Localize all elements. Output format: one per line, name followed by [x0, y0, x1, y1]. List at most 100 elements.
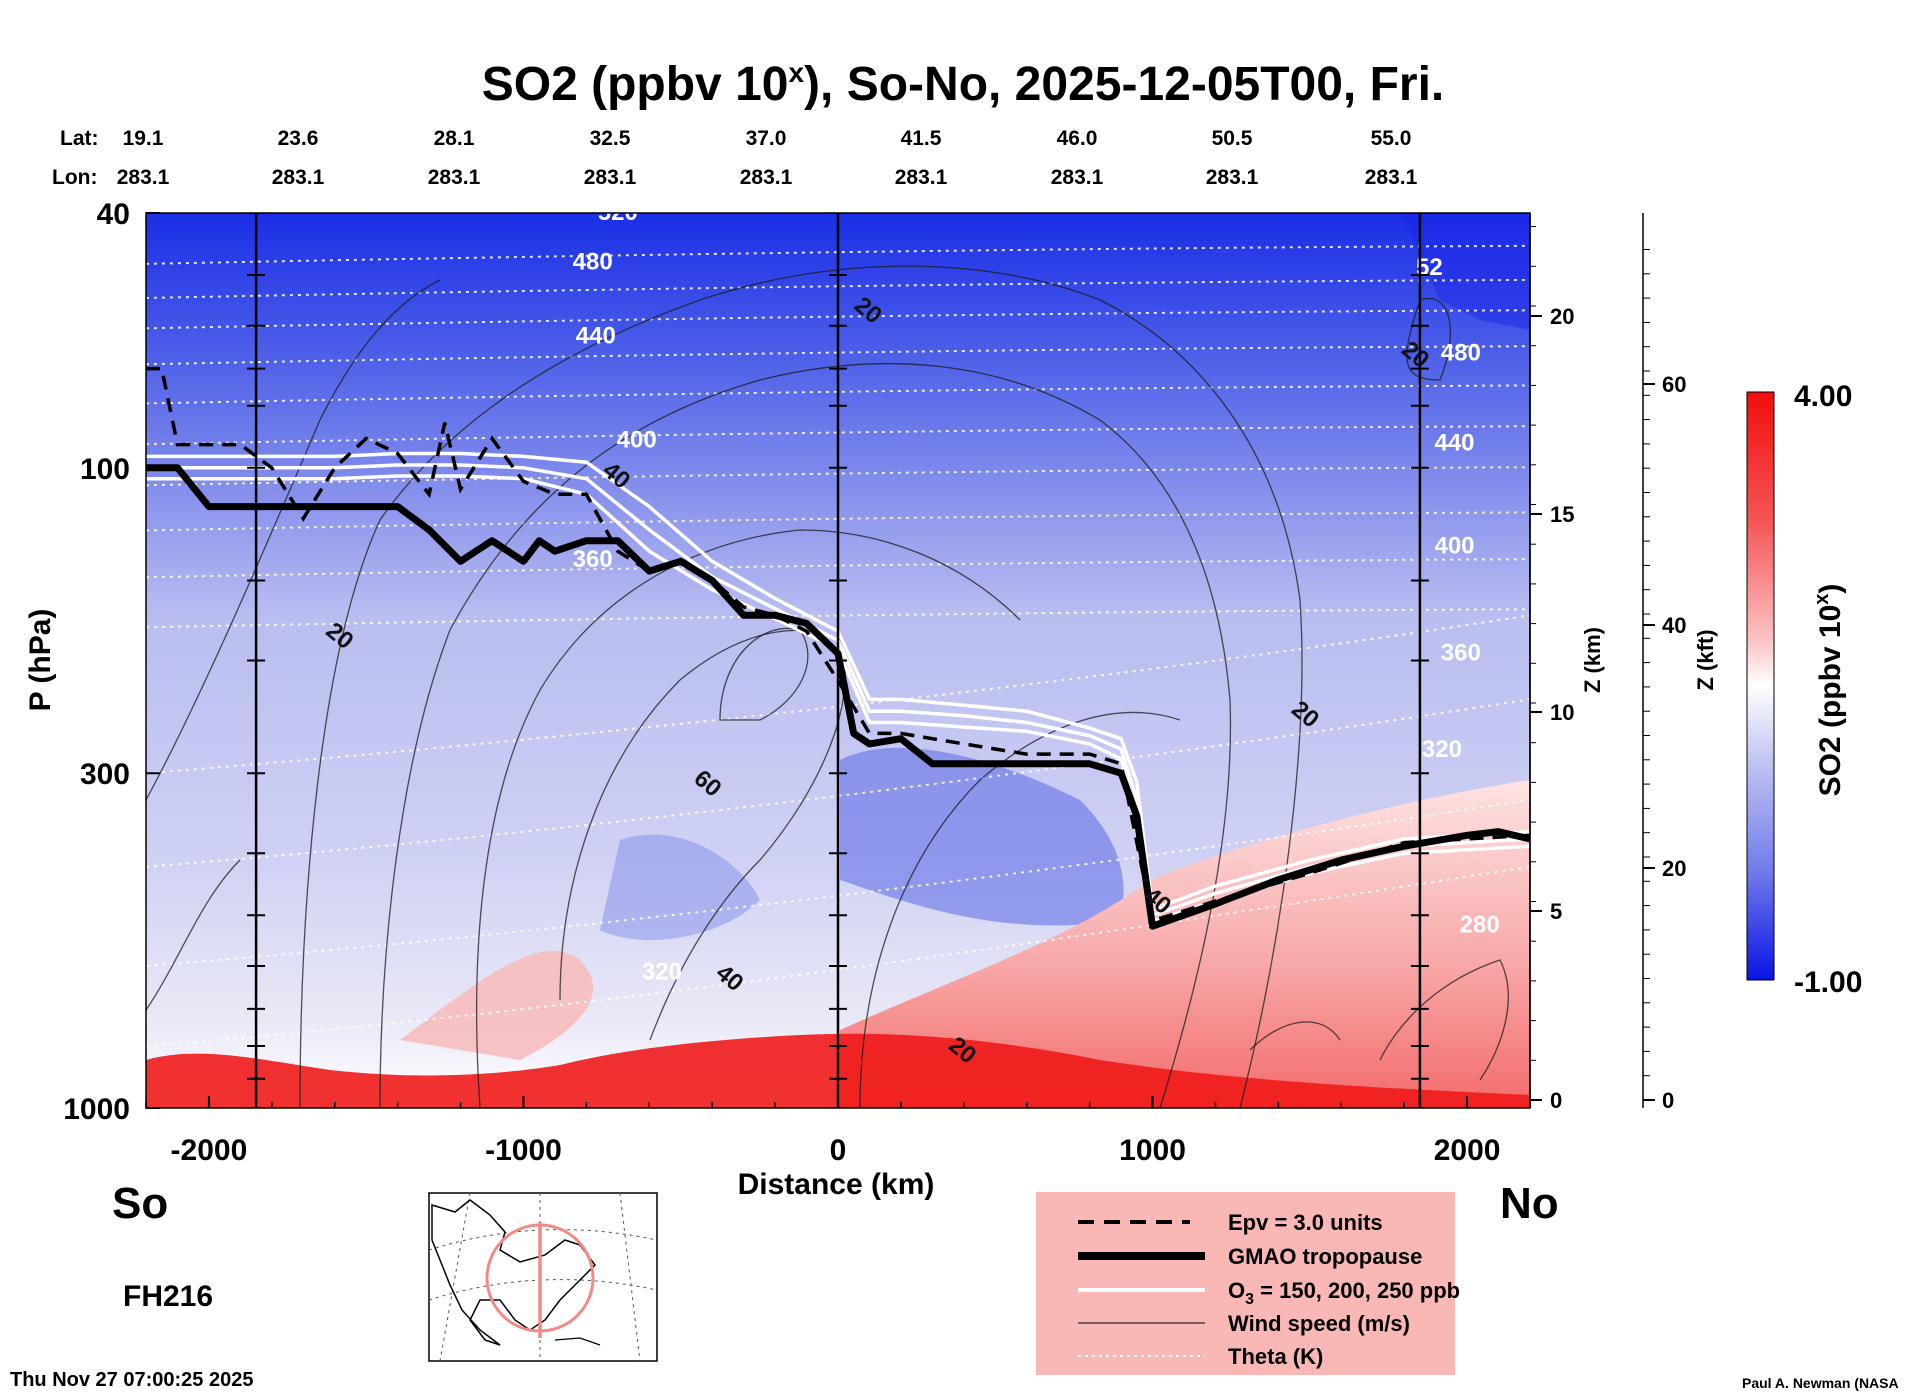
z-km-tick-label: 15	[1550, 502, 1574, 527]
north-label: No	[1500, 1179, 1559, 1228]
vertical-marker-lines	[247, 213, 1429, 1108]
so2-red-south-patch	[400, 951, 594, 1060]
legend-item-epv: Epv = 3.0 units	[1228, 1210, 1383, 1235]
legend-item-wind: Wind speed (m/s)	[1228, 1311, 1410, 1336]
theta-line	[146, 466, 1530, 487]
lon-value: 283.1	[1206, 166, 1259, 189]
theta-line	[146, 309, 1530, 330]
z-kft-title: Z (kft)	[1693, 629, 1718, 690]
inset-map	[428, 1192, 658, 1362]
theta-line	[146, 244, 1530, 265]
theta-line	[146, 608, 1530, 629]
wind-speed-contour	[379, 362, 1232, 1108]
lat-value: 32.5	[590, 127, 631, 150]
theta-line	[146, 511, 1530, 532]
theta-line	[146, 384, 1530, 405]
gmao-tropopause-line	[146, 464, 1530, 930]
wind-speed-contour	[1406, 297, 1452, 381]
wind-speed-contours	[146, 265, 1509, 1108]
lat-value: 50.5	[1212, 127, 1253, 150]
y-tick-label: 100	[80, 453, 130, 486]
lat-value: 19.1	[123, 127, 164, 150]
theta-line	[146, 425, 1530, 446]
so2-blue-pocket	[840, 747, 1124, 926]
lon-value: 283.1	[584, 166, 637, 189]
credit-label: Paul A. Newman (NASA	[1742, 1375, 1899, 1391]
x-tick-label: -2000	[171, 1134, 248, 1167]
lon-value: 283.1	[1051, 166, 1104, 189]
theta-line	[146, 345, 1530, 366]
theta-label: 520	[598, 199, 638, 226]
colorbar-title: SO2 (ppbv 10x)	[1811, 584, 1847, 797]
legend: Epv = 3.0 units GMAO tropopause O3 = 150…	[1036, 1192, 1460, 1375]
y-axis-title: P (hPa)	[24, 609, 57, 712]
legend-item-tropopause: GMAO tropopause	[1228, 1244, 1422, 1269]
lon-label: Lon:	[52, 166, 97, 189]
z-km-tick-label: 20	[1550, 304, 1574, 329]
theta-label: 400	[617, 427, 657, 454]
lon-value: 283.1	[895, 166, 948, 189]
theta-line	[146, 865, 1530, 1047]
y-tick-label: 40	[97, 198, 130, 231]
lat-value: 28.1	[434, 127, 475, 150]
theta-line	[146, 798, 1530, 967]
theta-line	[146, 558, 1530, 579]
theta-label: 360	[1441, 640, 1481, 667]
wind-speed-contour	[1379, 959, 1509, 1081]
legend-item-ozone: O3 = 150, 200, 250 ppb	[1228, 1278, 1460, 1308]
z-kft-tick-label: 40	[1662, 613, 1686, 638]
x-axis-title: Distance (km)	[738, 1168, 935, 1201]
chart-title: SO2 (ppbv 10x), So-No, 2025-12-05T00, Fr…	[482, 57, 1445, 111]
y-axis: 40 100 300 1000	[63, 198, 160, 1126]
x-tick-label: -1000	[485, 1134, 562, 1167]
lat-value: 55.0	[1371, 127, 1412, 150]
epv-3-unit-line	[146, 366, 1530, 924]
theta-label: 480	[1441, 340, 1481, 367]
z-kft-tick-label: 0	[1662, 1088, 1674, 1113]
theta-label: 360	[573, 546, 613, 573]
wind-speed-contour	[146, 279, 441, 801]
theta-lines	[146, 244, 1530, 1047]
lon-value: 283.1	[740, 166, 793, 189]
lat-value: 37.0	[746, 127, 787, 150]
ozone-contour-line	[146, 463, 1530, 918]
timestamp-label: Thu Nov 27 07:00:25 2025	[10, 1369, 253, 1391]
wind-speed-contour	[1249, 1021, 1341, 1051]
theta-line	[146, 698, 1530, 868]
wind-speed-contour	[559, 629, 846, 1041]
wind-speed-contour	[299, 265, 1303, 1108]
lon-value: 283.1	[272, 166, 325, 189]
lon-value: 283.1	[428, 166, 481, 189]
lat-value: 41.5	[901, 127, 942, 150]
z-kft-axis: 0 20 40 60	[1642, 213, 1686, 1113]
lat-value: 23.6	[278, 127, 319, 150]
lat-lon-header: 19.1 23.6 28.1 32.5 37.0 41.5 46.0 50.5 55.0 283.…	[117, 127, 1418, 189]
lon-value: 283.1	[1365, 166, 1418, 189]
lon-value: 283.1	[117, 166, 170, 189]
south-label: So	[112, 1179, 168, 1228]
so2-blue-pocket-2	[600, 834, 760, 940]
ozone-contour-line	[146, 474, 1530, 923]
x-tick-label: 1000	[1119, 1134, 1186, 1167]
colorbar-min-label: -1.00	[1794, 966, 1862, 999]
z-kft-tick-label: 60	[1662, 372, 1686, 397]
z-km-tick-label: 10	[1550, 700, 1574, 725]
colorbar-max-label: 4.00	[1794, 380, 1852, 413]
legend-item-theta: Theta (K)	[1228, 1344, 1323, 1369]
theta-label: 320	[1422, 736, 1462, 763]
x-tick-label: 0	[830, 1134, 847, 1167]
x-tick-label: 2000	[1434, 1134, 1501, 1167]
colorbar	[1746, 391, 1775, 981]
theta-label: 480	[573, 248, 613, 275]
wind-speed-contour	[476, 529, 1021, 1108]
theta-line	[146, 278, 1530, 299]
z-km-axis: 0 5 10 15 20	[1529, 213, 1574, 1113]
forecast-hour-label: FH216	[123, 1280, 213, 1313]
theta-label: 440	[576, 323, 616, 350]
theta-label: 400	[1434, 532, 1474, 559]
theta-label: 440	[1434, 430, 1474, 457]
wind-speed-contour	[146, 859, 241, 1011]
y-tick-label: 300	[80, 758, 130, 791]
